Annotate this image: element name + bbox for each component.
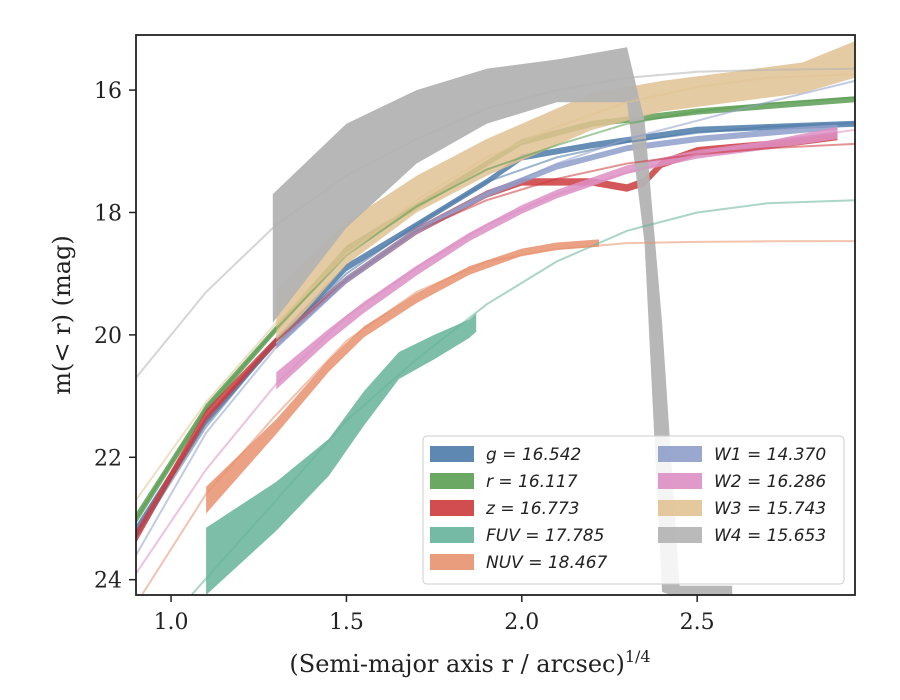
plot-frame <box>135 34 856 596</box>
legend-label-W3: W3 = 15.743 <box>714 499 826 519</box>
legend-swatch-FUV <box>430 527 474 543</box>
band-W1 <box>276 123 838 349</box>
band-FUV <box>206 313 477 595</box>
x-axis-label-exponent: 1/4 <box>625 647 651 666</box>
x-axis-ticks: 1.0 1.5 2.0 2.5 <box>154 595 715 635</box>
band-W4 <box>272 47 733 595</box>
legend-label-g: g = 16.542 <box>486 445 581 465</box>
x-axis-label-text: (Semi-major axis r / arcsec) <box>289 650 624 678</box>
legend-label-z: z = 16.773 <box>485 499 579 519</box>
x-axis-label: (Semi-major axis r / arcsec)1/4 <box>289 647 650 678</box>
legend-swatch-W3 <box>658 500 702 516</box>
legend-swatch-r <box>430 473 474 489</box>
y-tick-label: 18 <box>94 201 122 226</box>
model-line-z <box>136 142 855 538</box>
legend-label-r: r = 16.117 <box>486 472 578 492</box>
legend-swatch-W2 <box>658 473 702 489</box>
legend-swatch-NUV <box>430 554 474 570</box>
model-line-W4 <box>136 67 855 379</box>
y-axis-label: m(< r) (mag) <box>48 235 76 394</box>
model-line-W2 <box>136 128 855 575</box>
legend-swatch-W1 <box>658 446 702 462</box>
legend-label-W1: W1 = 14.370 <box>714 445 826 465</box>
y-axis-ticks: 16 18 20 22 24 <box>94 79 136 594</box>
legend-swatch-z <box>430 500 474 516</box>
legend-label-FUV: FUV = 17.785 <box>486 526 604 546</box>
x-tick-label: 1.0 <box>154 610 189 635</box>
model-line-NUV <box>140 240 855 595</box>
legend-label-W4: W4 = 15.653 <box>714 526 826 546</box>
band-W3 <box>276 41 855 345</box>
legend-label-NUV: NUV = 18.467 <box>486 553 608 573</box>
x-tick-label: 2.5 <box>680 610 715 635</box>
model-line-W1 <box>136 79 855 556</box>
series-bands <box>136 41 855 595</box>
x-tick-label: 1.5 <box>329 610 364 635</box>
legend-label-W2: W2 = 16.286 <box>714 472 826 492</box>
legend: g = 16.542 r = 16.117 z = 16.773 FUV = 17.7… <box>422 435 845 585</box>
legend-swatch-g <box>430 446 474 462</box>
legend-swatch-W4 <box>658 527 702 543</box>
y-tick-label: 24 <box>94 569 122 594</box>
series-model-lines <box>136 67 855 595</box>
model-line-g <box>136 122 855 538</box>
model-line-r <box>136 96 855 520</box>
x-tick-label: 2.0 <box>504 610 539 635</box>
legend-frame <box>422 435 845 585</box>
model-line-FUV <box>190 199 855 595</box>
model-line-W3 <box>136 73 855 501</box>
y-tick-label: 22 <box>94 446 122 471</box>
y-tick-label: 16 <box>94 79 122 104</box>
y-tick-label: 20 <box>94 324 122 349</box>
